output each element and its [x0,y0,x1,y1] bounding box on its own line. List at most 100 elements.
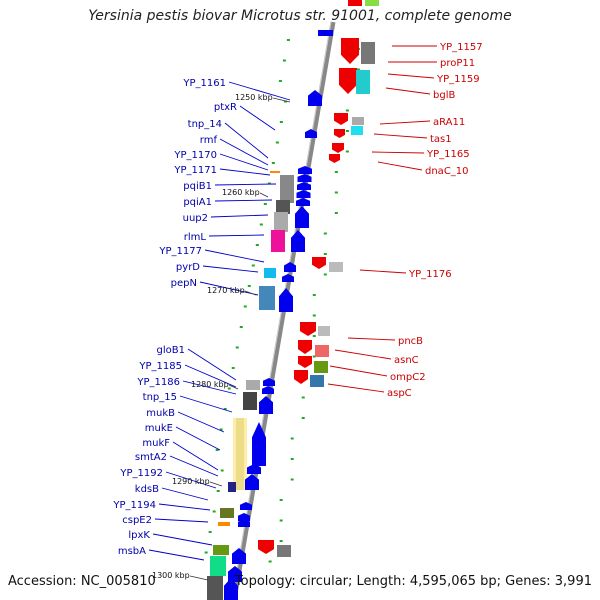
forward-gene [228,566,242,582]
gene-label-right: YP_1176 [408,269,452,280]
gene-label-right: YP_1157 [439,42,483,53]
connector-line [177,411,225,433]
gene-label-right: proP11 [440,58,475,69]
tick-mark [228,384,239,390]
connector-line [154,518,209,523]
connector-line [219,168,271,176]
connector-line [165,471,217,489]
reverse-gene [334,113,348,125]
gene-label-left: gloB1 [157,345,185,356]
scale-ticks: 1250 kbp 1260 kbp 1270 kbp 1280 kbp 1290 kbp… [152,93,291,581]
connector-line [214,199,273,202]
connector-line [184,364,237,388]
gene-label-left: mukF [142,438,170,449]
orthology-block [246,380,260,390]
gene-label-right: asnC [394,355,419,366]
accession-label: Accession: NC_005810 [8,574,156,589]
connector-line [210,214,269,218]
map-title: Yersinia pestis biovar Microtus str. 910… [88,8,512,24]
forward-gene [305,129,317,138]
forward-gene [298,166,312,174]
gene-label-left: YP_1161 [182,78,226,89]
gene-label-left: pyrD [176,262,200,273]
gene-label-left: kdsB [135,484,159,495]
forward-gene [262,386,274,394]
orthology-block [356,70,370,94]
gene-label-right: ompC2 [390,372,426,383]
gene-label-left: smtA2 [135,452,167,463]
gene-label-left: rmf [200,135,218,146]
forward-gene [297,182,311,190]
orthology-block [310,375,324,387]
orthology-block [280,175,294,203]
forward-gene [318,30,333,36]
connector-line [228,81,291,101]
connector-line [373,133,428,139]
orthology-block [218,522,230,526]
reverse-gene [312,257,326,269]
connector-line [169,455,219,477]
orthology-block [274,212,288,232]
gene-label-left: YP_1170 [173,150,217,161]
tick-label: 1280 kbp [191,380,229,389]
connector-line [379,120,431,125]
gene-label-left: YP_1192 [119,468,163,479]
connector-line [359,269,407,274]
connector-line [327,383,385,393]
forward-gene [279,288,293,312]
orthology-block [207,576,223,600]
gene-label-right: aspC [387,388,412,399]
gene-label-right: dnaC_10 [425,166,469,177]
gene-label-left: rlmL [184,232,207,243]
gene-label-right: bglB [433,90,455,101]
connector-line [204,249,265,263]
orthology-block [315,345,329,357]
orthology-block [270,171,280,173]
connector-line [161,487,209,501]
connector-line [214,183,277,186]
gene-label-left: tnp_15 [143,392,177,403]
orthology-block [264,268,276,278]
connector-line [347,337,396,341]
gene-label-left: mukB [146,408,175,419]
tick-mark [244,290,257,296]
gene-label-left: uup2 [183,213,208,224]
reverse-gene [294,370,308,384]
connector-line [152,533,213,546]
gene-label-left: lpxK [128,530,150,541]
connector-line [219,153,269,171]
connector-line [158,503,211,511]
connector-line [377,161,423,171]
gene-label-left: YP_1185 [138,361,182,372]
orthology-block [351,126,363,135]
gene-label-right: YP_1159 [436,74,480,85]
reverse-gene [300,322,316,336]
tick-label: 1300 kbp [152,571,190,580]
reverse-gene [329,154,340,163]
gene-label-left: pqiB1 [183,181,212,192]
connector-line [387,73,435,79]
forward-gene [263,378,275,386]
reverse-gene [298,340,312,354]
gene-label-left: YP_1186 [136,377,180,388]
orthology-block [213,545,229,555]
gene-label-left: mukE [145,423,173,434]
connector-line [208,234,265,237]
forward-gene [282,274,294,282]
connector-line [334,349,392,360]
orthology-block [276,200,290,214]
forward-gene [238,513,250,521]
connector-line [371,151,425,154]
forward-gene [296,190,311,198]
label-connectors [148,45,437,561]
orthology-block [365,0,379,6]
forward-gene [252,422,266,466]
gene-label-left: tnp_14 [188,119,222,130]
forward-gene [259,396,273,414]
gene-label-left: YP_1171 [173,165,217,176]
reverse-gene [332,143,344,153]
gene-label-right: aRA11 [433,117,465,128]
forward-gene [291,230,305,252]
connector-line [187,348,237,381]
